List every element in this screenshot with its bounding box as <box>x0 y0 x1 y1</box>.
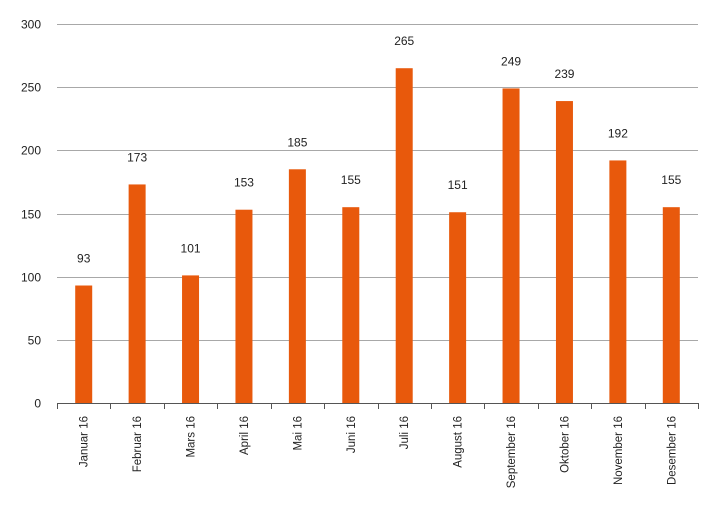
bar <box>288 169 306 403</box>
bar <box>662 207 680 403</box>
x-tick-label: August 16 <box>453 416 465 468</box>
bar <box>182 275 200 403</box>
data-label: 151 <box>448 178 468 192</box>
y-tick-label: 100 <box>21 271 41 285</box>
data-label: 101 <box>181 241 201 255</box>
x-tick-label: Februar 16 <box>132 416 144 472</box>
data-label: 155 <box>661 173 681 187</box>
x-tick-label: Desember 16 <box>666 416 678 485</box>
x-tick-label: Juni 16 <box>346 416 358 453</box>
bar <box>502 88 520 404</box>
y-tick-label: 150 <box>21 208 41 222</box>
x-tick-label: Mai 16 <box>292 416 304 451</box>
data-label: 192 <box>608 126 628 140</box>
data-labels: 93 173 101 153 185 155 265 151 249 239 192 155 <box>77 34 682 265</box>
data-label: 173 <box>127 150 147 164</box>
data-label: 185 <box>287 135 307 149</box>
x-tick-label: Oktober 16 <box>559 416 571 473</box>
x-axis-labels: Januar 16 Februar 16 Mars 16 April 16 Mai 16… <box>79 416 679 488</box>
bar <box>609 160 627 403</box>
x-tick-label: Juli 16 <box>399 416 411 449</box>
data-label: 239 <box>554 67 574 81</box>
y-tick-label: 200 <box>21 144 41 158</box>
data-label: 153 <box>234 176 254 190</box>
y-tick-label: 0 <box>34 397 41 411</box>
bar <box>449 212 467 403</box>
y-tick-label: 250 <box>21 81 41 95</box>
bar <box>235 209 253 403</box>
data-label: 265 <box>394 34 414 48</box>
data-label: 93 <box>77 252 91 266</box>
x-axis <box>57 403 699 409</box>
data-label: 249 <box>501 54 521 68</box>
bar <box>555 101 573 404</box>
x-tick-label: September 16 <box>506 416 518 488</box>
bar <box>395 68 413 403</box>
bar <box>75 285 93 403</box>
y-tick-label: 50 <box>28 334 42 348</box>
bars <box>75 68 680 404</box>
x-tick-label: Mars 16 <box>186 416 198 458</box>
x-tick-label: April 16 <box>239 416 251 455</box>
y-tick-label: 300 <box>21 18 41 32</box>
bar <box>128 184 146 403</box>
x-tick-label: November 16 <box>613 416 625 485</box>
y-axis-ticks: 0 50 100 150 200 250 300 <box>21 18 41 411</box>
bar <box>342 207 360 403</box>
x-tick-label: Januar 16 <box>79 416 91 467</box>
gridlines <box>57 24 698 341</box>
data-label: 155 <box>341 173 361 187</box>
